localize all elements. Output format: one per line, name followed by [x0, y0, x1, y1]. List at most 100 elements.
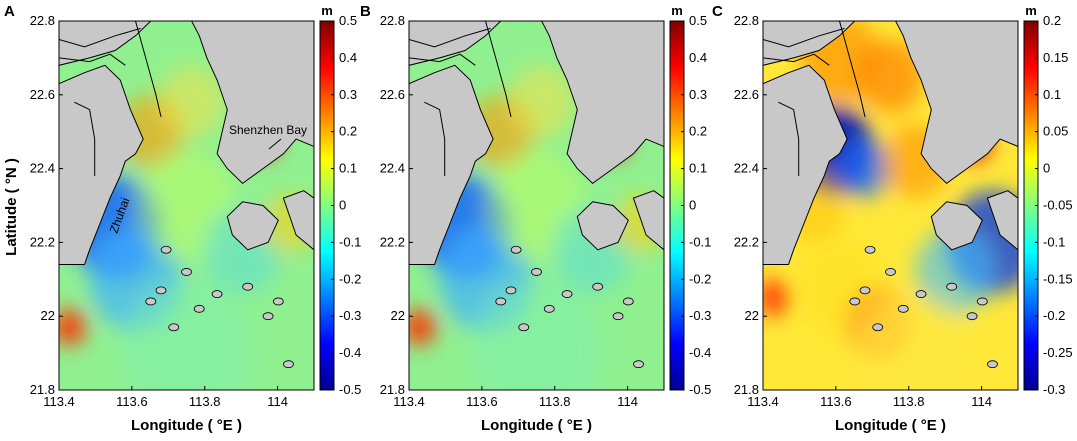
x-tick-label: 113.8	[189, 394, 221, 409]
field-patch	[409, 308, 436, 346]
colorbar-tick-label: 0.3	[689, 87, 707, 102]
colorbar-tick-label: -0.05	[1043, 198, 1073, 213]
island	[168, 323, 180, 332]
x-tick-label: 114	[971, 394, 992, 409]
river-channel	[778, 101, 800, 176]
colorbar-tick-label: 0.3	[339, 87, 357, 102]
island	[592, 282, 604, 291]
field-patch	[158, 65, 225, 140]
map-area	[59, 21, 314, 390]
island	[160, 245, 172, 254]
island	[181, 268, 192, 276]
y-axis-title: Latitude ( °N )	[3, 158, 20, 256]
field-patch	[838, 139, 892, 199]
map-area	[409, 21, 664, 390]
island	[885, 268, 896, 276]
colorbar-tick-label: 0.4	[689, 50, 707, 65]
colorbar-unit: m	[1025, 3, 1037, 18]
island	[145, 297, 157, 306]
colorbar-tick-label: 0.2	[339, 124, 357, 139]
y-tick-label: 22.2	[30, 234, 55, 249]
colorbar-tick-label: 0	[339, 198, 346, 213]
island	[872, 323, 884, 332]
island	[211, 290, 223, 298]
island	[859, 286, 871, 295]
colorbar-tick-label: 0.1	[1043, 87, 1061, 102]
y-tick-label: 21.8	[734, 382, 759, 397]
island	[633, 360, 644, 369]
y-tick-label: 22	[745, 308, 759, 323]
y-tick-label: 22	[391, 308, 405, 323]
x-tick-label: 113.6	[820, 394, 852, 409]
island	[966, 312, 978, 321]
colorbar-tick-label: 0.2	[689, 124, 707, 139]
land-mass	[226, 201, 279, 251]
field-patch	[914, 227, 995, 317]
field-patch	[59, 308, 86, 346]
x-tick-label: 113.6	[466, 394, 498, 409]
island	[561, 290, 573, 298]
colorbar-tick-label: 0.1	[339, 161, 357, 176]
land-mass	[632, 190, 664, 251]
colorbar-unit: m	[321, 3, 333, 18]
island	[193, 304, 205, 313]
land-mass	[763, 64, 848, 265]
river-channel	[485, 21, 512, 118]
field-patch	[470, 279, 603, 390]
y-tick-label: 22.4	[380, 161, 405, 176]
island	[155, 286, 167, 295]
island	[518, 323, 530, 332]
colorbar-tick-label: -0.4	[339, 345, 361, 360]
y-tick-label: 21.8	[380, 382, 405, 397]
colorbar-tick-label: 0.15	[1043, 50, 1068, 65]
colorbar-tick-label: -0.4	[689, 345, 711, 360]
field-patch	[856, 294, 976, 390]
axes-frame	[58, 20, 315, 391]
land-mass	[895, 21, 1018, 185]
land-mass	[409, 64, 494, 265]
panel-letter: C	[712, 3, 723, 20]
colorbar-tick-label: -0.5	[689, 382, 711, 397]
x-axis-title: Longitude ( °E )	[131, 417, 242, 434]
x-tick-label: 113.4	[393, 394, 425, 409]
y-tick-label: 22	[41, 308, 55, 323]
island	[946, 282, 958, 291]
x-tick-label: 113.4	[43, 394, 75, 409]
y-tick-label: 22.8	[30, 13, 55, 28]
land-mass	[59, 64, 144, 265]
y-tick-label: 22.8	[734, 13, 759, 28]
x-axis-title: Longitude ( °E )	[835, 417, 946, 434]
colorbar-tick-label: -0.1	[689, 234, 711, 249]
river-channel	[763, 53, 830, 66]
colorbar-tick-label: 0	[1043, 161, 1050, 176]
river-channel	[59, 27, 141, 48]
field-patch	[763, 279, 790, 317]
y-tick-label: 22.6	[380, 87, 405, 102]
colorbar-tick-label: -0.2	[689, 271, 711, 286]
y-tick-label: 22.4	[734, 161, 759, 176]
colorbar-tick-label: 0.1	[689, 161, 707, 176]
field-patch	[508, 65, 575, 140]
island	[976, 297, 988, 306]
island	[987, 360, 998, 369]
map-area	[763, 21, 1018, 390]
river-channel	[59, 53, 126, 66]
y-tick-label: 22.4	[30, 161, 55, 176]
colorbar-unit: m	[671, 3, 683, 18]
colorbar-tick-label: -0.2	[1043, 308, 1065, 323]
axes-frame	[762, 20, 1019, 391]
island	[242, 282, 254, 291]
colorbar-tick-label: 0.4	[339, 50, 357, 65]
colorbar-tick-label: -0.3	[689, 308, 711, 323]
colorbar-tick-label: -0.3	[339, 308, 361, 323]
river-channel	[424, 101, 446, 176]
island	[897, 304, 909, 313]
river-channel	[763, 27, 845, 48]
y-tick-label: 22.6	[734, 87, 759, 102]
x-axis-title: Longitude ( °E )	[481, 417, 592, 434]
y-tick-label: 22.2	[734, 234, 759, 249]
